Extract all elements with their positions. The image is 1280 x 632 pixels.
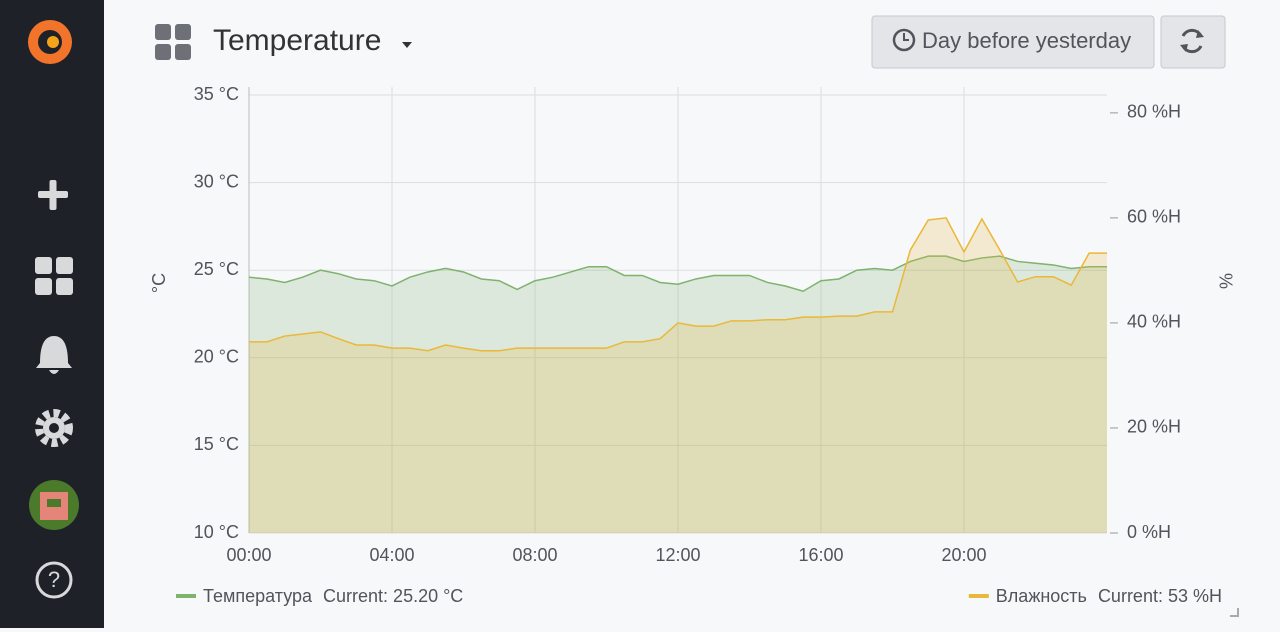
svg-text:?: ? [48, 567, 60, 592]
refresh-arrows [1180, 30, 1204, 52]
time-picker[interactable] [871, 15, 1155, 69]
y2-tick-label: 20 %H [1127, 417, 1181, 437]
y-tick-label: 20 °C [194, 347, 239, 367]
x-tick-label: 16:00 [798, 545, 843, 565]
alerts-icon[interactable] [36, 336, 72, 374]
x-tick-label: 00:00 [226, 545, 271, 565]
chart: 10 °C 15 °C 20 °C 25 °C 30 °C 35 °C 00:00 04:00… [149, 84, 1236, 606]
time-range[interactable]: Day before yesterday [922, 28, 1131, 53]
sidebar [0, 0, 104, 628]
legend-current: Current: 53 %H [1098, 586, 1222, 606]
grafana-logo[interactable] [28, 20, 72, 64]
legend-current: Current: 25.20 °C [323, 586, 463, 606]
refresh-button[interactable] [1160, 15, 1226, 69]
y-tick-label: 10 °C [194, 522, 239, 542]
y-axis-label: °C [149, 273, 169, 293]
legend-label: Температура [203, 586, 313, 606]
dashboard-title[interactable]: Temperature [213, 24, 381, 57]
y2-tick-label: 0 %H [1127, 522, 1171, 542]
settings-icon[interactable] [35, 409, 73, 447]
clock-hands [903, 33, 909, 41]
help-icon[interactable]: ? [35, 561, 73, 599]
area [249, 256, 1107, 533]
y-tick-label: 35 °C [194, 84, 239, 104]
line [248, 255, 1107, 293]
line [249, 217, 1107, 352]
x-tick-label: 08:00 [512, 545, 557, 565]
x-tick-label: 12:00 [655, 545, 700, 565]
area [249, 217, 1107, 533]
resize-handle[interactable] [1230, 608, 1239, 617]
clock-icon [892, 28, 916, 52]
x-tick-label: 04:00 [369, 545, 414, 565]
y-tick-label: 15 °C [194, 434, 239, 454]
title-caret[interactable] [402, 42, 412, 48]
y2-axis-label: % [1215, 273, 1235, 289]
add-icon[interactable] [38, 180, 68, 210]
user-avatar[interactable] [29, 480, 79, 530]
y2-tick-label: 60 %H [1127, 207, 1181, 227]
y-tick-label: 30 °C [194, 171, 239, 191]
y2-tick-label: 80 %H [1127, 102, 1181, 122]
dashboards-icon[interactable] [35, 257, 73, 295]
dashboard-icon [155, 24, 191, 60]
legend-label: Влажность [996, 586, 1087, 606]
x-tick-label: 20:00 [941, 545, 986, 565]
y2-tick-label: 40 %H [1127, 312, 1181, 332]
y-tick-label: 25 °C [194, 259, 239, 279]
